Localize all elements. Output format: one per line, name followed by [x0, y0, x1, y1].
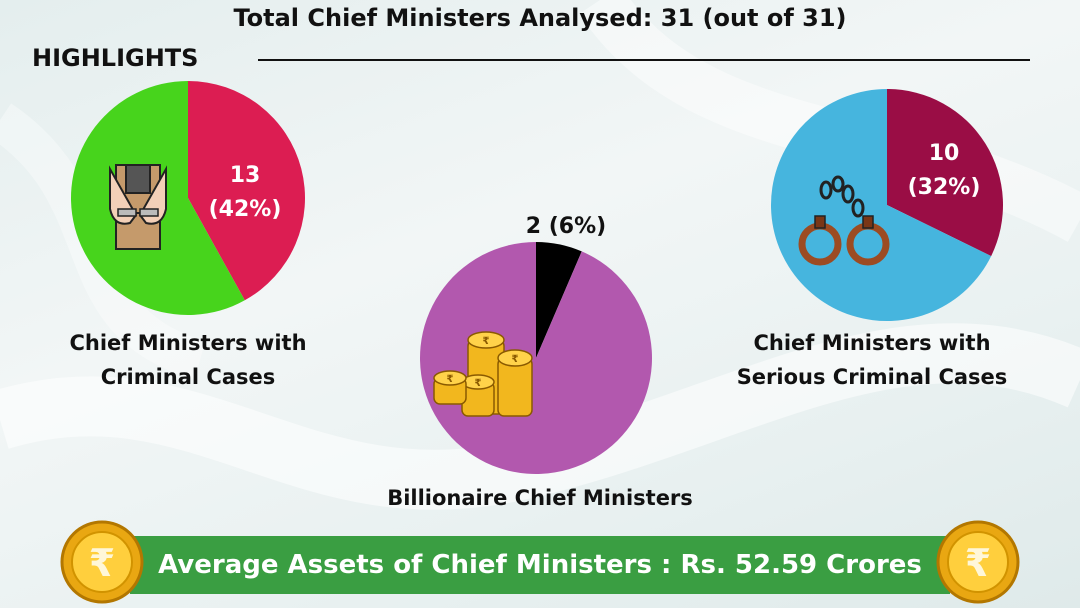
highlights-heading: HIGHLIGHTS	[32, 44, 199, 72]
coin-rupee-glyph: ₹	[89, 541, 115, 585]
caption-line: Chief Ministers with	[69, 331, 307, 355]
handcuffed-hands-icon	[109, 164, 167, 250]
coin-rupee-glyph: ₹	[483, 336, 490, 347]
pie-billionaire	[420, 242, 653, 474]
page-title: Total Chief Ministers Analysed: 31 (out …	[233, 4, 847, 32]
average-assets-banner: Average Assets of Chief Ministers : Rs. …	[130, 536, 950, 594]
rupee-coin-icon: ₹	[60, 520, 144, 604]
pie-criminal-label-count: 13	[230, 163, 261, 188]
caption-serious-criminal-cases: Chief Ministers with Serious Criminal Ca…	[700, 326, 1044, 394]
caption-line: Serious Criminal Cases	[736, 365, 1008, 389]
coin-rupee-glyph: ₹	[447, 374, 454, 385]
coin-rupee-glyph: ₹	[475, 378, 482, 389]
rupee-coin-icon: ₹	[936, 520, 1020, 604]
pie-serious-label-percent: (32%)	[908, 175, 981, 200]
caption-billionaire: Billionaire Chief Ministers	[387, 486, 693, 510]
caption-line: Chief Ministers with	[753, 331, 991, 355]
coin-rupee-glyph: ₹	[965, 541, 991, 585]
caption-line: Criminal Cases	[100, 365, 276, 389]
highlights-divider	[258, 59, 1030, 61]
handcuffs-icon	[798, 175, 890, 266]
gold-coin-stack-icon: ₹ ₹ ₹ ₹	[433, 331, 533, 417]
coin-rupee-glyph: ₹	[512, 354, 519, 365]
pie-serious-label-count: 10	[929, 141, 960, 166]
caption-criminal-cases: Chief Ministers with Criminal Cases	[28, 326, 348, 394]
pie-serious-criminal-cases	[771, 89, 1003, 321]
pie-criminal-label-percent: (42%)	[209, 197, 282, 222]
pie-slice-0-0	[188, 81, 306, 301]
pie-billionaire-label: 2 (6%)	[526, 214, 606, 239]
pie-slice-2-0	[887, 89, 1003, 257]
pie-slice-1-0	[536, 242, 582, 358]
